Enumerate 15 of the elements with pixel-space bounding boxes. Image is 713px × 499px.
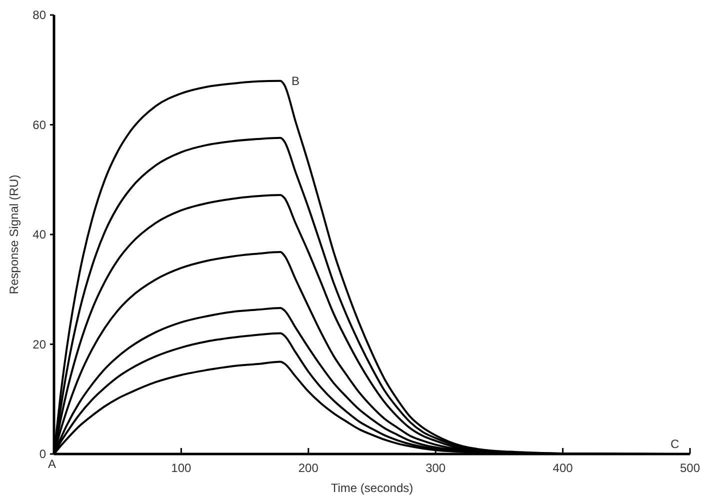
y-tick-label: 0	[39, 447, 46, 462]
x-tick-label: 100	[171, 461, 192, 475]
annotation: B	[292, 74, 300, 88]
annotation: A	[48, 457, 56, 471]
x-tick-label: 200	[298, 461, 319, 475]
x-tick-label: 400	[552, 461, 574, 475]
y-axis-title: Response Signal (RU)	[7, 174, 21, 294]
y-tick-label: 80	[32, 8, 46, 22]
x-axis-title: Time (seconds)	[330, 481, 414, 495]
y-tick-label: 20	[32, 337, 46, 352]
x-tick-label: 300	[426, 461, 446, 475]
annotation: C	[670, 437, 680, 451]
y-tick-label: 40	[32, 228, 46, 242]
x-tick-label: 500	[680, 461, 700, 475]
y-tick-label: 60	[32, 118, 46, 132]
